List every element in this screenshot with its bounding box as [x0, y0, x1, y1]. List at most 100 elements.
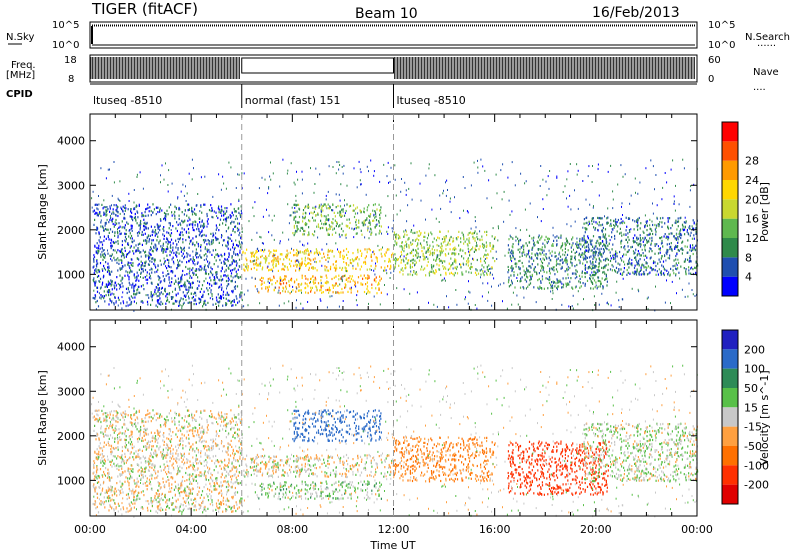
heatmap-cell — [531, 256, 533, 259]
heatmap-cell — [129, 269, 132, 272]
heatmap-cell — [113, 302, 115, 305]
heatmap-cell — [310, 167, 311, 170]
heatmap-cell — [125, 238, 127, 241]
heatmap-cell — [536, 241, 538, 244]
heatmap-cell — [98, 203, 100, 206]
heatmap-cell — [586, 228, 588, 231]
heatmap-cell — [588, 248, 590, 251]
heatmap-cell — [118, 199, 120, 201]
heatmap-cell — [308, 262, 310, 265]
heatmap-cell — [210, 279, 212, 282]
heatmap-cell — [435, 239, 438, 242]
heatmap-cell — [333, 255, 335, 258]
heatmap-cell — [301, 257, 303, 260]
heatmap-cell — [393, 267, 395, 271]
heatmap-cell — [668, 242, 670, 246]
heatmap-cell — [110, 242, 112, 245]
heatmap-cell — [692, 219, 694, 222]
heatmap-cell — [378, 220, 380, 223]
heatmap-cell — [158, 287, 160, 289]
heatmap-cell — [541, 251, 544, 254]
heatmap-cell — [182, 297, 184, 301]
heatmap-cell — [527, 285, 529, 288]
heatmap-cell — [565, 282, 567, 285]
heatmap-cell — [447, 241, 449, 244]
heatmap-cell — [149, 274, 151, 278]
heatmap-cell — [428, 234, 429, 237]
heatmap-cell — [452, 240, 455, 243]
heatmap-cell — [395, 236, 397, 239]
heatmap-cell — [185, 230, 187, 233]
heatmap-cell — [395, 194, 397, 197]
heatmap-cell — [675, 221, 677, 225]
heatmap-cell — [586, 249, 588, 252]
heatmap-cell — [328, 207, 330, 210]
heatmap-cell — [683, 221, 685, 224]
heatmap-cell — [537, 279, 539, 282]
heatmap-cell — [327, 233, 329, 236]
heatmap-cell — [338, 305, 340, 308]
heatmap-cell — [157, 227, 159, 230]
heatmap-cell — [110, 216, 112, 219]
heatmap-cell — [369, 223, 371, 226]
heatmap-cell — [599, 253, 601, 256]
heatmap-cell — [194, 269, 196, 272]
heatmap-cell — [166, 293, 168, 296]
heatmap-cell — [357, 281, 359, 284]
heatmap-cell — [239, 296, 241, 299]
heatmap-cell — [157, 235, 159, 238]
heatmap-cell — [169, 233, 171, 236]
heatmap-cell — [494, 236, 496, 239]
heatmap-cell — [528, 283, 530, 286]
heatmap-cell — [122, 265, 124, 268]
heatmap-cell — [488, 268, 490, 270]
heatmap-cell — [307, 301, 309, 303]
heatmap-cell — [456, 238, 458, 241]
heatmap-cell — [214, 282, 216, 285]
nsearch-tick-bottom: 10^0 — [708, 40, 735, 51]
heatmap-cell — [247, 266, 249, 269]
heatmap-cell — [141, 262, 144, 265]
heatmap-cell — [536, 273, 538, 276]
heatmap-cell — [335, 264, 337, 267]
heatmap-cell — [238, 258, 241, 261]
heatmap-cell — [322, 291, 324, 294]
heatmap-cell — [615, 266, 618, 269]
heatmap-cell — [452, 267, 454, 270]
heatmap-cell — [98, 250, 100, 253]
heatmap-cell — [562, 261, 564, 265]
heatmap-cell — [322, 226, 324, 230]
heatmap-cell — [305, 222, 307, 225]
heatmap-cell — [604, 228, 607, 231]
heatmap-cell — [240, 237, 242, 240]
heatmap-cell — [648, 272, 650, 275]
heatmap-cell — [234, 210, 236, 213]
heatmap-cell — [167, 240, 169, 243]
heatmap-cell — [444, 238, 446, 241]
heatmap-cell — [138, 224, 140, 227]
heatmap-cell — [536, 257, 538, 260]
heatmap-cell — [528, 241, 531, 244]
heatmap-cell — [390, 264, 392, 267]
heatmap-cell — [395, 237, 397, 240]
heatmap-cell — [155, 286, 157, 289]
heatmap-cell — [643, 266, 645, 269]
heatmap-cell — [395, 257, 397, 260]
heatmap-cell — [534, 254, 537, 257]
heatmap-cell — [400, 250, 402, 254]
heatmap-cell — [445, 244, 447, 247]
heatmap-cell — [133, 292, 135, 295]
heatmap-cell — [592, 277, 594, 280]
heatmap-cell — [369, 227, 372, 230]
heatmap-cell — [467, 257, 469, 260]
heatmap-cell — [346, 218, 348, 221]
heatmap-cell — [373, 219, 375, 222]
heatmap-cell — [689, 227, 691, 230]
heatmap-cell — [495, 250, 497, 253]
heatmap-cell — [612, 207, 614, 210]
heatmap-cell — [109, 291, 111, 294]
heatmap-cell — [593, 265, 595, 268]
heatmap-cell — [226, 245, 228, 248]
heatmap-cell — [659, 237, 661, 240]
heatmap-cell — [120, 255, 123, 258]
